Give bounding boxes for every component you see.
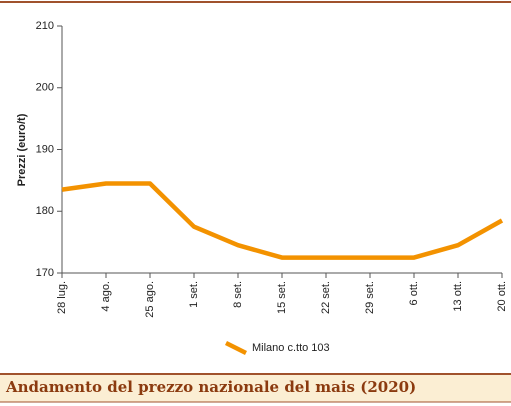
y-tick-label: 200 — [36, 82, 54, 94]
x-tick-label: 6 ott. — [408, 281, 420, 305]
x-tick-label: 25 ago. — [144, 281, 156, 318]
x-tick-label: 4 ago. — [100, 281, 112, 312]
y-tick-label: 180 — [36, 205, 54, 217]
title-bar — [0, 374, 511, 402]
chart-title: Andamento del prezzo nazionale del mais … — [5, 378, 416, 396]
y-tick-label: 190 — [36, 143, 54, 155]
y-tick-label: 170 — [36, 267, 54, 279]
y-tick-label: 210 — [36, 20, 54, 32]
x-tick-label: 13 ott. — [452, 281, 464, 312]
x-tick-label: 29 set. — [364, 281, 376, 314]
legend-swatch — [224, 340, 248, 356]
x-tick-label: 8 set. — [232, 281, 244, 308]
legend-label: Milano c.tto 103 — [252, 342, 330, 354]
x-tick-label: 15 set. — [276, 281, 288, 314]
x-tick-label: 1 set. — [188, 281, 200, 308]
series-line — [61, 181, 504, 260]
x-tick-label: 20 ott. — [496, 281, 508, 312]
y-axis-label: Prezzi (euro/t) — [16, 113, 28, 186]
x-tick-label: 22 set. — [320, 281, 332, 314]
x-tick-label: 28 lug. — [56, 281, 68, 314]
